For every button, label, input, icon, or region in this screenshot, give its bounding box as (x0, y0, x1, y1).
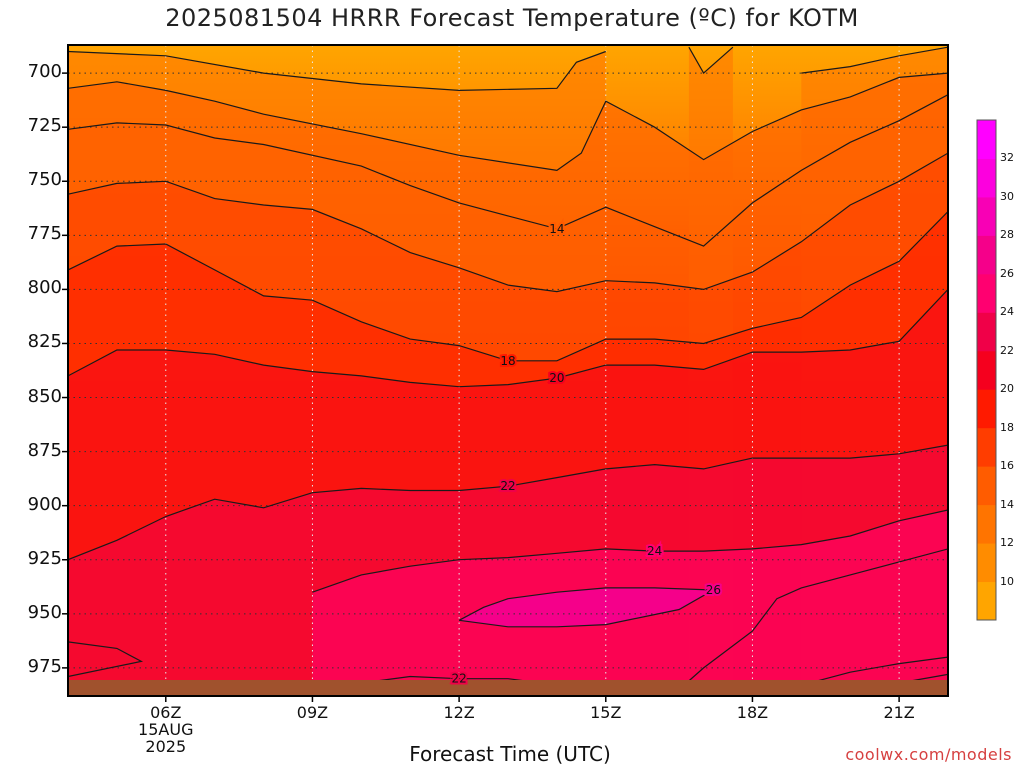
colorbar-swatch-4 (977, 427, 996, 467)
colorbar-label-10: 10 (1000, 574, 1014, 588)
colorbar-label-28: 28 (1000, 228, 1014, 242)
contour-line-22-8 (68, 444, 948, 561)
svg-text:22: 22 (451, 672, 466, 686)
contour-line-26-11 (678, 548, 948, 690)
y-tick-label-725: 725 (27, 115, 62, 137)
colorbar-label-24: 24 (1000, 305, 1014, 319)
colorbar-label-12: 12 (1000, 536, 1014, 550)
contour-line-14-3 (68, 72, 948, 172)
contour-label-14-4: 14 (547, 220, 566, 238)
colorbar-label-26: 26 (1000, 266, 1014, 280)
contour-line-12-2 (801, 46, 948, 74)
colorbar-label-14: 14 (1000, 497, 1014, 511)
x-tick-label-06Z: 06Z 15AUG 2025 (126, 704, 206, 755)
colorbar-label-20: 20 (1000, 382, 1014, 396)
contour-label-18-6: 18 (498, 352, 517, 370)
y-tick-label-900: 900 (27, 493, 62, 515)
colorbar-swatch-9 (977, 235, 996, 275)
colorbar-label-32: 32 (1000, 151, 1014, 165)
colorbar-label-16: 16 (1000, 459, 1014, 473)
colorbar-swatch-8 (977, 273, 996, 313)
x-tick-label-15Z: 15Z (590, 703, 622, 722)
contour-label-26-10: 26 (704, 581, 723, 599)
contour-line-20-7 (68, 288, 948, 388)
svg-text:14: 14 (549, 222, 564, 236)
y-tick-label-925: 925 (27, 547, 62, 569)
y-tick-label-850: 850 (27, 385, 62, 407)
colorbar-swatch-3 (977, 466, 996, 506)
chart-title: 2025081504 HRRR Forecast Temperature (ºC… (165, 4, 859, 32)
colorbar-label-18: 18 (1000, 420, 1014, 434)
y-tick-label-950: 950 (27, 601, 62, 623)
svg-text:26: 26 (706, 583, 721, 597)
contour-line-12-0 (68, 50, 607, 92)
x-date-label-0: 15AUG (138, 720, 194, 739)
contour-line-26-10 (458, 587, 716, 628)
x-tick-label-09Z: 09Z (296, 703, 329, 722)
y-tick-label-800: 800 (27, 277, 62, 299)
colorbar-label-30: 30 (1000, 189, 1014, 203)
contour-line-24-9 (312, 509, 948, 593)
colorbar-swatch-11 (977, 158, 996, 198)
colorbar-label-22: 22 (1000, 343, 1014, 357)
y-tick-label-700: 700 (27, 61, 62, 83)
credit-text: coolwx.com/models (845, 745, 1012, 764)
svg-text:18: 18 (500, 354, 515, 368)
x-axis-label: Forecast Time (UTC) (409, 742, 611, 766)
contour-line-16-5 (68, 152, 948, 293)
plot-frame (67, 44, 949, 697)
contour-label-20-7: 20 (547, 369, 566, 387)
svg-text:20: 20 (549, 371, 564, 385)
colorbar-swatch-6 (977, 350, 996, 390)
contour-line-12-1 (688, 46, 734, 75)
colorbar-frame (976, 119, 997, 621)
x-tick-label-21Z: 21Z (883, 703, 915, 722)
contour-label-22-8: 22 (498, 477, 517, 495)
ground-strip (68, 680, 948, 696)
contour-label-22-13: 22 (449, 670, 468, 688)
colorbar-swatch-12 (977, 120, 996, 159)
x-date-label-1: 2025 (145, 737, 187, 756)
y-tick-label-750: 750 (27, 169, 62, 191)
svg-text:22: 22 (500, 479, 515, 493)
colorbar-swatch-1 (977, 543, 996, 583)
x-tick-label-12Z: 12Z (443, 703, 475, 722)
y-tick-label-775: 775 (27, 223, 62, 245)
y-tick-label-975: 975 (27, 655, 62, 677)
contour-line-18-6 (68, 211, 948, 362)
colorbar-swatch-10 (977, 196, 996, 236)
colorbar-swatch-7 (977, 312, 996, 352)
x-tick-label-18Z: 18Z (736, 703, 769, 722)
y-tick-label-875: 875 (27, 439, 62, 461)
contour-line-14-4 (68, 94, 948, 247)
y-tick-label-825: 825 (27, 331, 62, 353)
contour-line-22-12 (68, 641, 144, 678)
svg-text:24: 24 (647, 544, 662, 558)
colorbar-swatch-0 (977, 581, 996, 621)
contour-fill-10 (459, 587, 714, 627)
colorbar-swatch-5 (977, 389, 996, 429)
contour-label-24-9: 24 (645, 542, 664, 560)
colorbar-swatch-2 (977, 504, 996, 544)
